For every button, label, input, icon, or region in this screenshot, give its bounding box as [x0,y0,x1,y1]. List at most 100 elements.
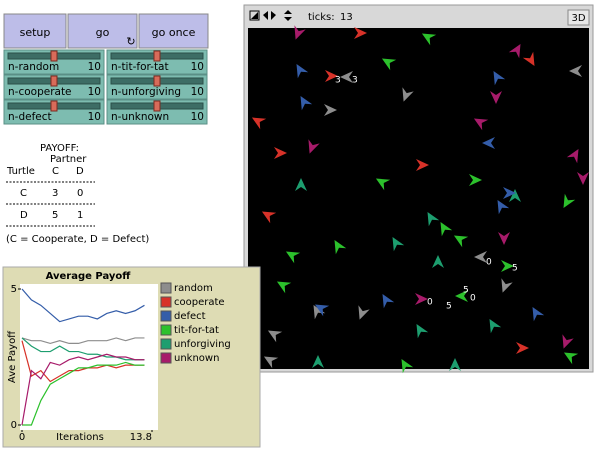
legend-label: random [174,283,213,294]
turtle [354,27,367,39]
payoff-cell: C [20,188,27,199]
payoff-cell: 5 [52,210,58,221]
turtle [427,211,440,227]
turtle [276,281,292,294]
payoff-cell: 3 [52,188,58,199]
turtle [263,356,279,369]
payoff-header: Turtle [6,166,35,177]
slider-label: n-tit-for-tat [111,61,169,73]
button-3d[interactable] [567,9,590,26]
turtle [416,323,429,339]
turtle-label: 5 [463,286,469,296]
slider[interactable]: n-defect 10 [3,99,105,125]
x-axis-label: Iterations [56,432,104,443]
slider-thumb [153,100,161,112]
slider-label: n-cooperate [8,86,72,98]
button[interactable]: setup [3,13,67,49]
turtle [503,187,516,199]
turtle [497,199,510,215]
turtle [300,95,313,111]
button-label: setup [20,26,51,39]
turtle [522,51,535,67]
slider-label: n-random [8,61,59,73]
turtle [432,255,444,268]
button-label: go [96,26,110,39]
slider[interactable]: n-unknown 10 [106,99,208,125]
turtle [501,260,514,272]
turtle [453,235,469,248]
slider[interactable]: n-unforgiving 10 [106,74,208,100]
slider-thumb [50,100,58,112]
turtle [314,304,330,317]
turtle [516,342,529,354]
plot-title: Average Payoff [46,271,132,282]
slider[interactable]: n-random 10 [3,49,105,75]
turtle [358,305,370,320]
turtle [324,104,337,116]
slider[interactable]: n-tit-for-tat 10 [106,49,208,75]
turtle [308,139,320,154]
turtle [294,25,306,40]
turtle [251,117,267,130]
turtle [562,334,574,349]
turtle [569,65,582,77]
slider-value: 10 [88,86,101,98]
turtle [493,70,506,86]
payoff-header: D [76,166,84,177]
turtle [577,172,589,185]
turtle [440,221,453,237]
turtle [474,251,487,263]
turtle-label: 3 [352,76,358,86]
payoff-note: (C = Cooperate, D = Defect) [6,234,149,245]
turtle [416,159,429,171]
slider-label: n-defect [8,111,52,123]
plot-line [22,361,145,426]
turtle [566,148,579,164]
turtle-label: 5 [512,264,518,274]
turtle [296,63,309,79]
legend-label: tit-for-tat [174,325,219,336]
turtle [340,71,353,83]
plot-area [20,284,158,430]
turtle [381,58,397,71]
turtle [455,290,468,302]
slider-value: 10 [88,61,101,73]
turtle-label: 3 [335,76,341,86]
turtle [415,293,428,305]
view-icons [249,10,292,21]
slider-value: 10 [191,111,204,123]
turtle [449,358,461,371]
turtle [482,137,495,149]
button-label: go once [152,26,196,39]
payoff-title: PAYOFF: [40,143,79,154]
y-tick-label: 0 [11,420,17,431]
slider-label: n-unknown [111,111,169,123]
legend-swatch [160,296,172,308]
legend-label: unknown [174,353,219,364]
x-tick-label: 13.8 [130,432,152,443]
turtle [402,87,414,102]
legend-label: defect [174,311,206,322]
button[interactable]: go ↻ [67,13,138,49]
button-face [3,13,67,49]
payoff-partner: Partner [50,154,87,165]
legend-label: unforgiving [174,339,231,350]
turtle [382,293,395,309]
slider[interactable]: n-cooperate 10 [3,74,105,100]
plot-line [21,353,145,426]
turtle [508,43,521,59]
turtle-label: 0 [486,258,492,268]
turtle [312,355,324,368]
button[interactable]: go once [138,13,209,49]
turtle [498,232,510,245]
legend-label: cooperate [174,297,225,308]
x-tick-label: 0 [19,432,25,443]
legend-swatch [160,282,172,294]
slider-value: 10 [88,111,101,123]
plot-line [21,337,145,345]
slider-thumb [50,75,58,87]
legend-swatch [160,310,172,322]
slider-thumb [153,75,161,87]
